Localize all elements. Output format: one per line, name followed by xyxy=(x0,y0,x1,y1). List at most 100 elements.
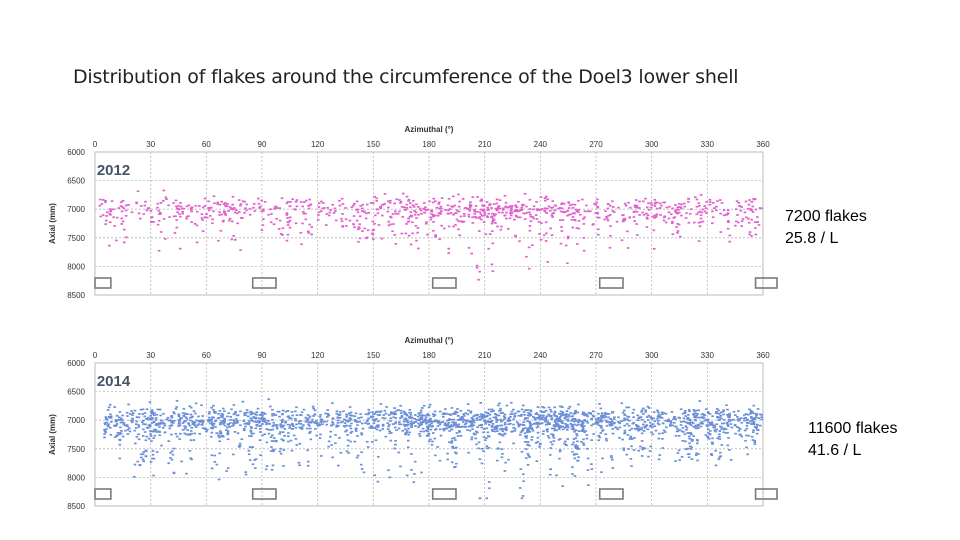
flake-point xyxy=(432,221,435,223)
flake-point xyxy=(629,458,633,460)
flake-point xyxy=(726,212,730,214)
flake-point xyxy=(400,416,404,418)
flake-point xyxy=(170,421,173,424)
flake-point xyxy=(145,418,149,420)
flake-point xyxy=(492,203,496,205)
flake-point xyxy=(627,406,630,409)
flake-point xyxy=(109,213,112,216)
flake-point xyxy=(645,425,648,427)
flake-point xyxy=(582,223,586,225)
flake-point xyxy=(596,216,599,219)
flake-point xyxy=(327,214,331,217)
flake-point xyxy=(627,416,631,418)
flake-point xyxy=(562,202,566,205)
flake-point xyxy=(241,217,244,219)
flake-point xyxy=(708,198,712,201)
flake-point xyxy=(450,428,454,431)
flake-point xyxy=(414,225,418,227)
flake-point xyxy=(680,214,683,217)
flake-point xyxy=(551,443,554,446)
flake-point xyxy=(615,220,619,223)
flake-point xyxy=(468,205,472,207)
flake-point xyxy=(734,414,737,416)
y-tick-label: 6500 xyxy=(67,177,85,186)
flake-point xyxy=(399,409,403,412)
flake-point xyxy=(210,423,214,426)
flake-point xyxy=(749,409,753,412)
flake-point xyxy=(327,445,330,448)
flake-point xyxy=(514,412,517,415)
flake-point xyxy=(226,438,230,441)
flake-point xyxy=(375,200,378,202)
flake-point xyxy=(697,427,700,429)
flake-point xyxy=(645,216,649,219)
flake-point xyxy=(455,218,459,221)
flake-point xyxy=(644,197,647,200)
flake-point xyxy=(661,432,664,435)
flake-point xyxy=(267,420,270,422)
flake-point xyxy=(582,412,586,414)
flake-point xyxy=(493,214,496,217)
flake-point xyxy=(228,425,232,428)
flake-point xyxy=(574,444,577,446)
flake-point xyxy=(285,214,289,216)
flake-point xyxy=(208,207,211,210)
flake-point xyxy=(229,208,233,210)
flake-point xyxy=(249,446,253,449)
flake-point xyxy=(209,435,213,438)
flake-point xyxy=(681,427,685,429)
flake-point xyxy=(426,430,429,433)
flake-point xyxy=(227,412,231,414)
flake-point xyxy=(109,415,113,418)
flake-point xyxy=(101,214,105,216)
flake-point xyxy=(173,420,176,422)
flake-point xyxy=(471,420,474,422)
flake-point xyxy=(345,450,349,453)
flake-point xyxy=(645,416,649,418)
flake-point xyxy=(367,413,370,416)
flake-point xyxy=(128,427,131,429)
flake-point xyxy=(475,443,478,446)
flake-point xyxy=(503,418,506,420)
flake-point xyxy=(715,408,719,410)
flake-point xyxy=(524,417,527,420)
flake-point xyxy=(406,420,409,422)
flake-point xyxy=(313,409,317,412)
flake-point xyxy=(390,411,393,413)
flake-point xyxy=(496,225,499,228)
flake-point xyxy=(586,447,589,450)
flake-point xyxy=(504,427,507,430)
flake-point xyxy=(155,423,158,425)
flake-point xyxy=(282,424,286,427)
flake-point xyxy=(389,413,393,415)
flake-point xyxy=(230,408,233,411)
flake-point xyxy=(267,398,270,401)
flake-point xyxy=(573,203,577,206)
flake-point xyxy=(348,417,352,419)
flake-point xyxy=(714,464,718,467)
flake-point xyxy=(261,423,264,425)
flake-point xyxy=(526,431,529,434)
flake-point xyxy=(416,206,420,208)
flake-point xyxy=(604,412,608,415)
flake-point xyxy=(466,429,469,431)
flake-point xyxy=(608,421,611,423)
flake-point xyxy=(525,437,528,439)
flake-point xyxy=(572,412,575,415)
flake-point xyxy=(597,424,600,427)
flake-point xyxy=(309,203,313,206)
flake-point xyxy=(133,429,137,432)
flake-point xyxy=(345,414,349,416)
flake-point xyxy=(216,201,220,204)
flake-point xyxy=(541,433,545,435)
flake-point xyxy=(297,420,301,423)
flake-point xyxy=(196,210,199,213)
flake-point xyxy=(410,424,413,427)
flake-point xyxy=(159,414,162,417)
flake-point xyxy=(535,412,539,414)
flake-point xyxy=(158,426,161,428)
flake-point xyxy=(601,429,605,431)
flake-point xyxy=(155,431,159,433)
flake-point xyxy=(667,418,670,421)
flake-point xyxy=(314,428,317,430)
